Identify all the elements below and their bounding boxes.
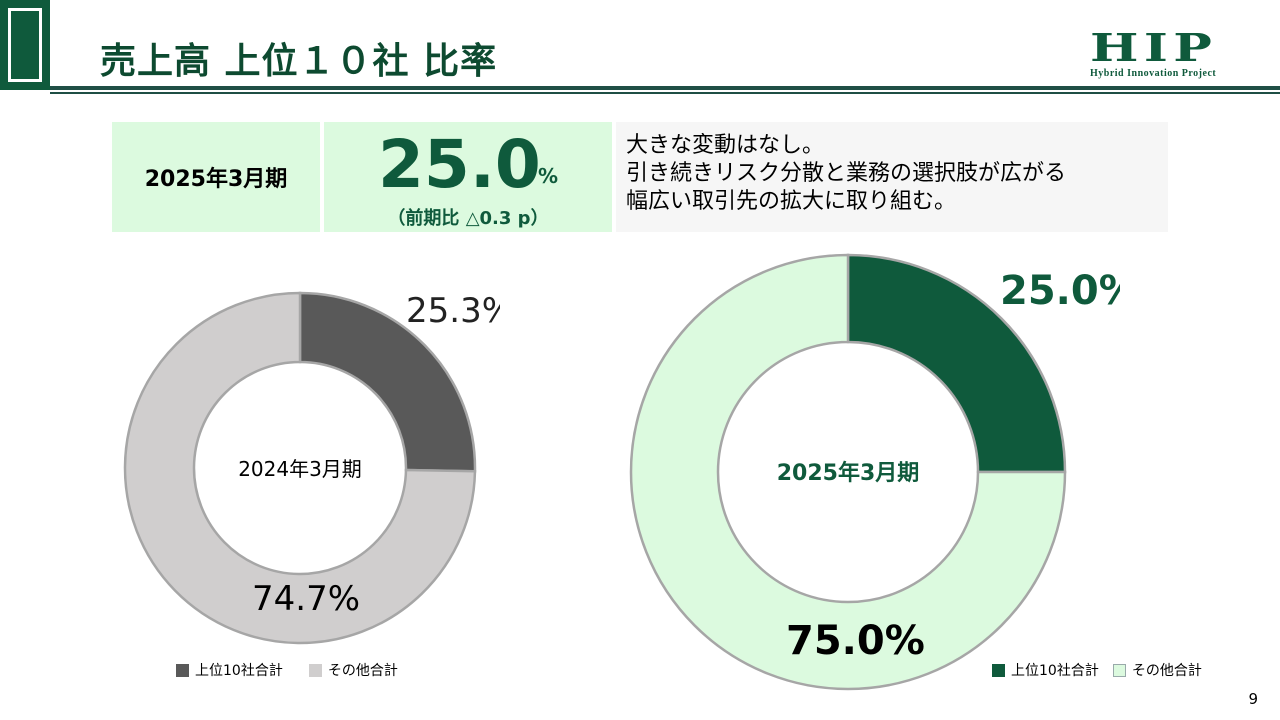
legend-2024: 上位10社合計 その他合計: [176, 660, 398, 680]
donut-center-label: 2024年3月期: [238, 457, 362, 481]
summary-comment: 大きな変動はなし。 引き続きリスク分散と業務の選択肢が広がる 幅広い取引先の拡大…: [616, 122, 1168, 232]
legend-label-top10: 上位10社合計: [195, 663, 283, 679]
page-title: 売上高 上位１０社 比率: [100, 41, 498, 82]
legend-label-others: その他合計: [1131, 663, 1202, 679]
comment-line: 引き続きリスク分散と業務の選択肢が広がる: [626, 161, 1067, 186]
donut-value-label-others: 75.0%: [786, 618, 925, 664]
logo-text: HIP: [1090, 25, 1218, 70]
donut-chart-2025: 2025年3月期 25.0% 75.0%: [629, 253, 1120, 691]
donut-value-label-top10: 25.3%: [406, 291, 500, 331]
donut-slice-top10: [298, 291, 477, 473]
donut-value-label-others: 74.7%: [252, 579, 360, 619]
legend-swatch-others: [1112, 663, 1126, 677]
donut-center-label: 2025年3月期: [777, 460, 920, 486]
donut-slice-others: [123, 291, 477, 645]
comment-line: 幅広い取引先の拡大に取り組む。: [626, 189, 957, 214]
summary-period: 2025年3月期: [112, 122, 320, 232]
comment-line: 大きな変動はなし。: [626, 133, 825, 158]
legend-label-others: その他合計: [327, 663, 398, 679]
legend-label-top10: 上位10社合計: [1011, 663, 1099, 679]
summary-change: （前期比 △0.3 p）: [387, 208, 549, 229]
donut-slice-others: [629, 253, 1067, 691]
logo-subtext: Hybrid Innovation Project: [1090, 68, 1217, 79]
hip-logo: HIP Hybrid Innovation Project: [1090, 29, 1260, 80]
legend-2025: 上位10社合計 その他合計: [992, 660, 1202, 680]
legend-swatch-top10: [992, 663, 1005, 677]
page-number: 9: [1248, 690, 1258, 708]
legend-swatch-others: [308, 663, 322, 677]
donut-slice-top10: [846, 253, 1067, 474]
header-corner-block: [0, 0, 50, 90]
donut-chart-2024: 2024年3月期 25.3% 74.7%: [123, 291, 500, 645]
summary-value-box: 25.0 % （前期比 △0.3 p）: [324, 122, 612, 232]
summary-unit: %: [538, 164, 559, 188]
donut-value-label-top10: 25.0%: [1000, 268, 1120, 314]
header-divider-thin: [50, 92, 1280, 94]
legend-swatch-top10: [176, 663, 189, 677]
header-divider: [50, 86, 1280, 90]
summary-value: 25.0: [378, 126, 541, 203]
